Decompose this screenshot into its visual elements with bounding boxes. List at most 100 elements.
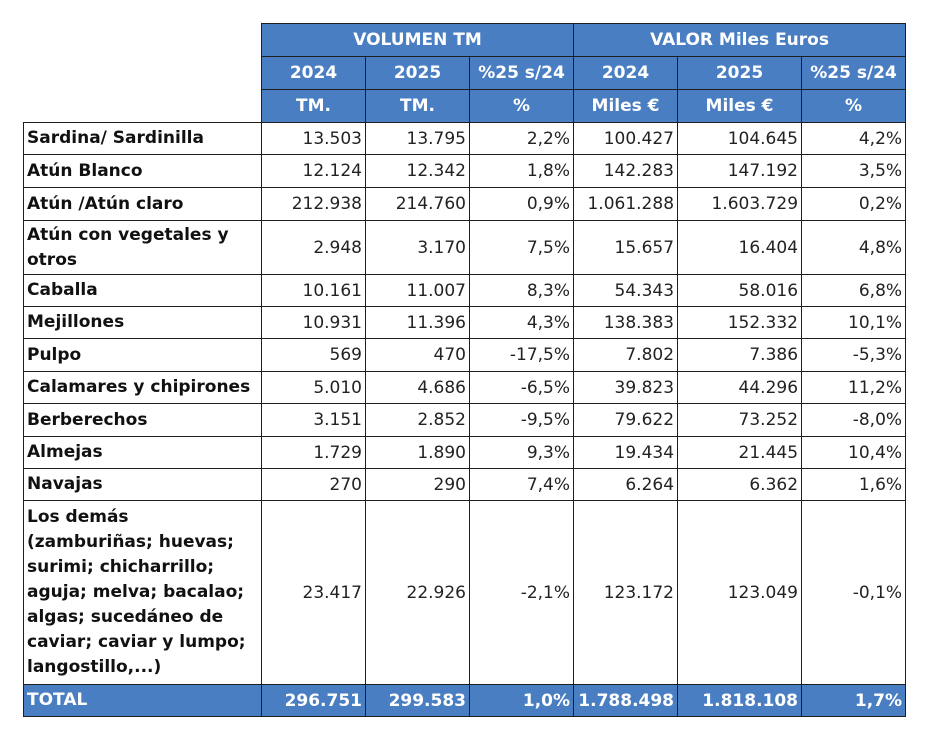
cell-value: -2,1%	[468, 500, 575, 685]
cell-value: 3.170	[365, 220, 470, 275]
cell-value: 12.124	[261, 154, 366, 188]
cell-value: 13.503	[261, 122, 366, 155]
header-year: 2025	[677, 56, 803, 90]
header-year: %25 s/24	[468, 56, 575, 90]
table-row: Atún /Atún claro 212.938 214.760 0,9% 1.…	[23, 187, 907, 221]
cell-value: 212.938	[261, 187, 366, 221]
cell-value: 147.192	[677, 154, 803, 188]
cell-value: 123.172	[573, 500, 679, 685]
cell-value: 2,2%	[468, 122, 575, 155]
table-row: Calamares y chipirones 5.010 4.686 -6,5%…	[23, 371, 907, 404]
cell-value: 5.010	[261, 371, 366, 404]
total-value: 296.751	[261, 684, 366, 717]
table-row: Mejillones 10.931 11.396 4,3% 138.383 15…	[23, 306, 907, 339]
cell-value: 8,3%	[468, 274, 575, 307]
cell-value: 4,3%	[468, 306, 575, 339]
cell-value: 11,2%	[801, 371, 907, 404]
cell-value: 1.729	[261, 436, 366, 469]
cell-value: 11.007	[365, 274, 470, 307]
row-label: Los demás (zamburiñas; huevas; surimi; c…	[23, 500, 262, 685]
total-row: TOTAL 296.751 299.583 1,0% 1.788.498 1.8…	[23, 684, 907, 717]
cell-value: 1.061.288	[573, 187, 679, 221]
cell-value: 7.386	[677, 338, 803, 372]
cell-value: 79.622	[573, 403, 679, 437]
table-row: Los demás (zamburiñas; huevas; surimi; c…	[23, 500, 907, 685]
cell-value: 6.362	[677, 468, 803, 501]
empty-corner	[24, 24, 262, 57]
cell-value: -8,0%	[801, 403, 907, 437]
cell-value: 10,1%	[801, 306, 907, 339]
table-row: Almejas 1.729 1.890 9,3% 19.434 21.445 1…	[23, 436, 907, 469]
cell-value: 11.396	[365, 306, 470, 339]
cell-value: 10.931	[261, 306, 366, 339]
cell-value: 104.645	[677, 122, 803, 155]
total-value: 1,0%	[468, 684, 575, 717]
cell-value: 6.264	[573, 468, 679, 501]
header-unit: TM.	[365, 89, 470, 123]
row-label: Navajas	[23, 468, 262, 501]
table-row: Atún con vegetales y otros 2.948 3.170 7…	[23, 220, 907, 275]
header-valor: VALOR Miles Euros	[573, 23, 907, 57]
cell-value: 569	[261, 338, 366, 372]
cell-value: 3.151	[261, 403, 366, 437]
cell-value: 290	[365, 468, 470, 501]
cell-value: 10,4%	[801, 436, 907, 469]
cell-value: 1,6%	[801, 468, 907, 501]
cell-value: 1.603.729	[677, 187, 803, 221]
cell-value: 12.342	[365, 154, 470, 188]
row-label: Mejillones	[23, 306, 262, 339]
row-label: Atún /Atún claro	[23, 187, 262, 221]
cell-value: 7,4%	[468, 468, 575, 501]
cell-value: 7.802	[573, 338, 679, 372]
cell-value: 1,8%	[468, 154, 575, 188]
cell-value: 16.404	[677, 220, 803, 275]
cell-value: 6,8%	[801, 274, 907, 307]
header-year: %25 s/24	[801, 56, 907, 90]
cell-value: 123.049	[677, 500, 803, 685]
total-value: 1,7%	[801, 684, 907, 717]
total-label: TOTAL	[23, 684, 262, 717]
table-row: Sardina/ Sardinilla 13.503 13.795 2,2% 1…	[23, 122, 907, 155]
header-year: 2025	[365, 56, 470, 90]
cell-value: 4.686	[365, 371, 470, 404]
row-label: Atún Blanco	[23, 154, 262, 188]
header-unit: Miles €	[677, 89, 803, 123]
total-value: 299.583	[365, 684, 470, 717]
cell-value: 10.161	[261, 274, 366, 307]
row-label: Berberechos	[23, 403, 262, 437]
table-row: Berberechos 3.151 2.852 -9,5% 79.622 73.…	[23, 403, 907, 437]
table-row: Pulpo 569 470 -17,5% 7.802 7.386 -5,3%	[23, 338, 907, 372]
cell-value: -0,1%	[801, 500, 907, 685]
cell-value: 138.383	[573, 306, 679, 339]
cell-value: 1.890	[365, 436, 470, 469]
cell-value: 142.283	[573, 154, 679, 188]
table-row: Navajas 270 290 7,4% 6.264 6.362 1,6%	[23, 468, 907, 501]
cell-value: -6,5%	[468, 371, 575, 404]
cell-value: 152.332	[677, 306, 803, 339]
cell-value: 44.296	[677, 371, 803, 404]
table-row: Caballa 10.161 11.007 8,3% 54.343 58.016…	[23, 274, 907, 307]
cell-value: 270	[261, 468, 366, 501]
header-volumen: VOLUMEN TM	[260, 23, 575, 57]
cell-value: 100.427	[573, 122, 679, 155]
header-unit: TM.	[261, 89, 366, 123]
cell-value: 54.343	[573, 274, 679, 307]
header-year: 2024	[261, 56, 366, 90]
cell-value: 214.760	[365, 187, 470, 221]
cell-value: 21.445	[677, 436, 803, 469]
cell-value: 9,3%	[468, 436, 575, 469]
cell-value: -5,3%	[801, 338, 907, 372]
header-unit: %	[801, 89, 907, 123]
cell-value: 470	[365, 338, 470, 372]
cell-value: 4,2%	[801, 122, 907, 155]
header-unit: %	[468, 89, 575, 123]
cell-value: 39.823	[573, 371, 679, 404]
empty-corner	[24, 90, 262, 123]
cell-value: 15.657	[573, 220, 679, 275]
cell-value: 4,8%	[801, 220, 907, 275]
table-row: Atún Blanco 12.124 12.342 1,8% 142.283 1…	[23, 154, 907, 188]
row-label: Sardina/ Sardinilla	[23, 122, 262, 155]
total-value: 1.818.108	[677, 684, 803, 717]
row-label: Caballa	[23, 274, 262, 307]
empty-corner	[24, 57, 262, 90]
